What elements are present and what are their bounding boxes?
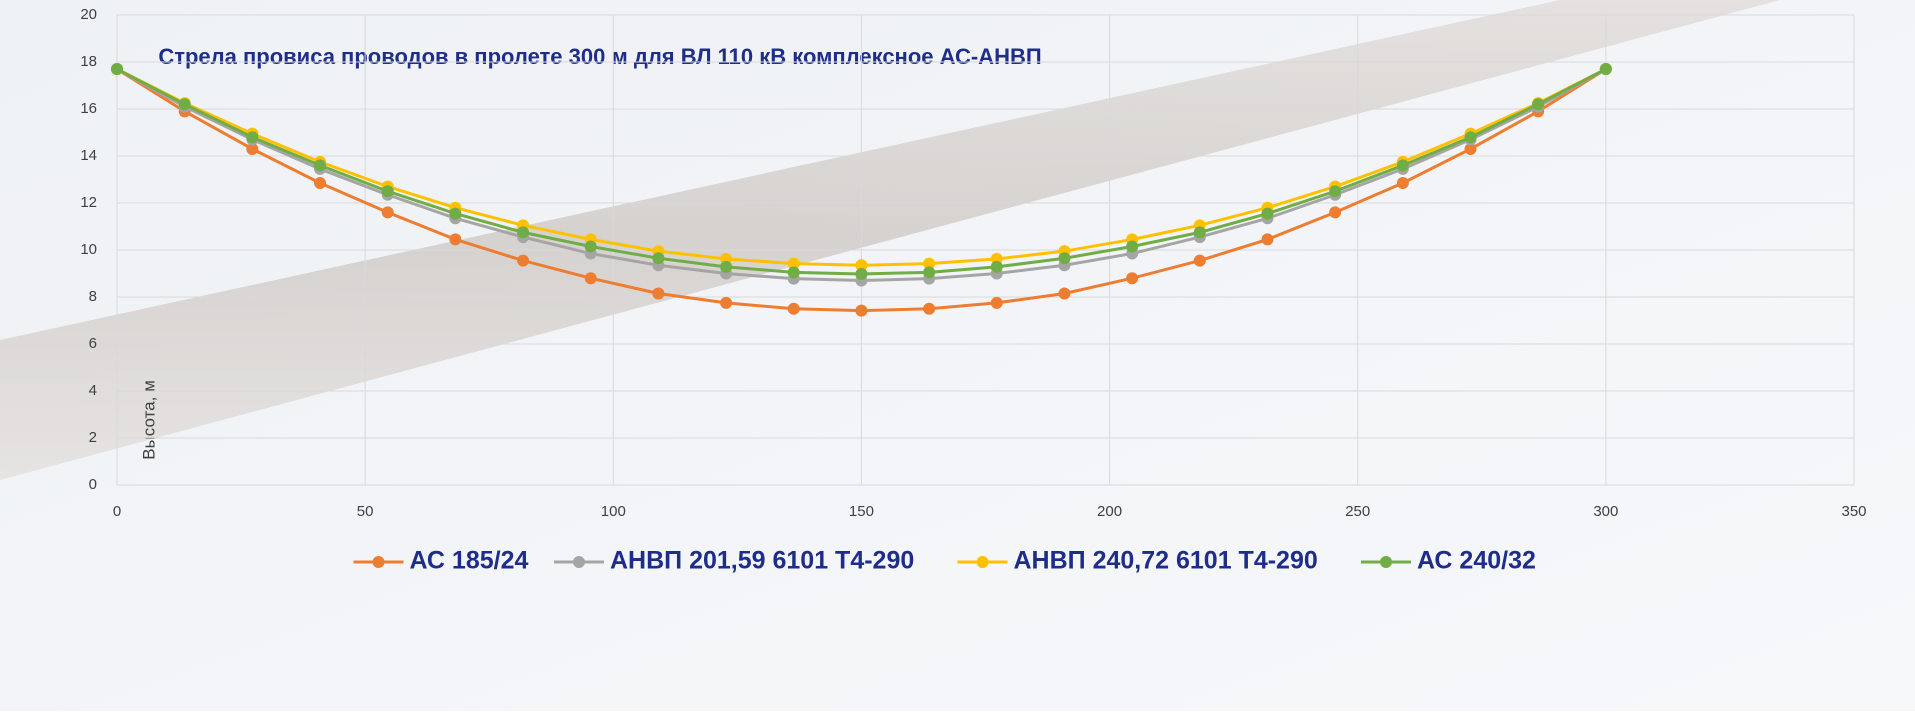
- x-tick-label: 200: [1097, 503, 1122, 520]
- data-point: [1261, 233, 1273, 245]
- legend-label: АНВП 240,72 6101 Т4-290: [1014, 547, 1318, 575]
- y-tick-label: 20: [80, 6, 97, 23]
- data-point: [382, 206, 394, 218]
- legend-marker: [373, 556, 385, 568]
- data-point: [1397, 159, 1409, 171]
- data-point: [179, 98, 191, 110]
- y-tick-label: 12: [80, 194, 97, 211]
- data-point: [449, 233, 461, 245]
- data-point: [517, 255, 529, 267]
- data-point: [855, 305, 867, 317]
- data-point: [720, 297, 732, 309]
- y-tick-label: 14: [80, 147, 97, 164]
- y-tick-label: 8: [89, 288, 97, 305]
- legend-label: АС 185/24: [410, 547, 529, 575]
- data-point: [991, 297, 1003, 309]
- chart: Стрела провиса проводов в пролете 300 м …: [0, 0, 1915, 711]
- data-point: [720, 261, 732, 273]
- data-point: [585, 272, 597, 284]
- y-tick-label: 16: [80, 100, 97, 117]
- data-point: [1397, 177, 1409, 189]
- data-point: [855, 268, 867, 280]
- x-tick-label: 0: [113, 503, 121, 520]
- data-point: [1126, 240, 1138, 252]
- data-point: [1329, 185, 1341, 197]
- data-point: [1465, 131, 1477, 143]
- data-point: [991, 261, 1003, 273]
- y-axis-label: Высота, м: [139, 380, 158, 460]
- y-tick-label: 6: [89, 335, 97, 352]
- data-point: [652, 252, 664, 264]
- data-point: [246, 131, 258, 143]
- legend-label: АНВП 201,59 6101 Т4-290: [610, 547, 914, 575]
- data-point: [1126, 272, 1138, 284]
- data-point: [788, 266, 800, 278]
- x-tick-label: 350: [1841, 503, 1866, 520]
- data-point: [1600, 63, 1612, 75]
- y-tick-label: 4: [89, 382, 97, 399]
- x-tick-label: 300: [1593, 503, 1618, 520]
- y-tick-label: 10: [80, 241, 97, 258]
- x-tick-label: 100: [601, 503, 626, 520]
- data-point: [923, 266, 935, 278]
- data-point: [314, 159, 326, 171]
- data-point: [1532, 98, 1544, 110]
- y-tick-label: 2: [89, 429, 97, 446]
- data-point: [788, 303, 800, 315]
- chart-title: Стрела провиса проводов в пролете 300 м …: [158, 44, 1041, 69]
- legend-marker: [573, 556, 585, 568]
- y-tick-label: 0: [89, 476, 97, 493]
- data-point: [449, 208, 461, 220]
- data-point: [517, 226, 529, 238]
- data-point: [314, 177, 326, 189]
- data-point: [382, 185, 394, 197]
- data-point: [1261, 208, 1273, 220]
- data-point: [652, 287, 664, 299]
- x-tick-label: 50: [357, 503, 374, 520]
- data-point: [1058, 287, 1070, 299]
- data-point: [923, 303, 935, 315]
- x-tick-label: 250: [1345, 503, 1370, 520]
- data-point: [1194, 226, 1206, 238]
- data-point: [1194, 255, 1206, 267]
- legend-label: АС 240/32: [1417, 547, 1536, 575]
- legend-marker: [1380, 556, 1392, 568]
- y-tick-label: 18: [80, 53, 97, 70]
- data-point: [585, 240, 597, 252]
- legend-marker: [977, 556, 989, 568]
- data-point: [1329, 206, 1341, 218]
- data-point: [111, 63, 123, 75]
- data-point: [1058, 252, 1070, 264]
- x-tick-label: 150: [849, 503, 874, 520]
